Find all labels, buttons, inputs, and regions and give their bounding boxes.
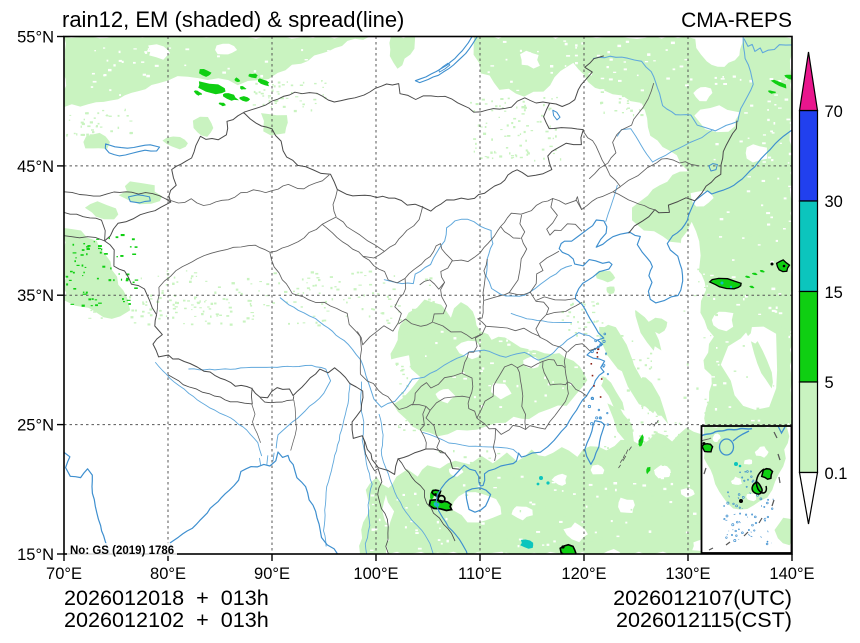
svg-text:15: 15 (825, 284, 843, 302)
svg-text:rain12, EM (shaded) & spread(l: rain12, EM (shaded) & spread(line) (62, 7, 404, 32)
svg-text:120°E: 120°E (561, 565, 606, 583)
svg-text:2026012018 + 013h: 2026012018 + 013h (64, 585, 269, 610)
svg-text:No: GS (2019) 1786: No: GS (2019) 1786 (70, 545, 174, 557)
svg-text:2026012102 + 013h: 2026012102 + 013h (64, 607, 269, 632)
svg-text:30: 30 (825, 193, 843, 211)
svg-text:80°E: 80°E (150, 565, 186, 583)
svg-text:100°E: 100°E (353, 565, 398, 583)
svg-text:130°E: 130°E (665, 565, 710, 583)
svg-text:2026012107(UTC): 2026012107(UTC) (613, 585, 792, 610)
svg-text:110°E: 110°E (458, 565, 502, 583)
svg-text:0.1: 0.1 (825, 465, 848, 483)
svg-text:2026012115(CST): 2026012115(CST) (616, 607, 792, 632)
svg-text:140°E: 140°E (769, 565, 814, 583)
svg-text:70°E: 70°E (46, 565, 82, 583)
svg-text:55°N: 55°N (17, 29, 54, 47)
svg-text:45°N: 45°N (17, 158, 54, 176)
svg-text:5: 5 (825, 374, 834, 392)
svg-text:70: 70 (825, 103, 843, 121)
svg-text:35°N: 35°N (17, 287, 54, 305)
svg-text:CMA-REPS: CMA-REPS (681, 9, 792, 32)
svg-text:25°N: 25°N (17, 417, 54, 435)
svg-text:90°E: 90°E (254, 565, 290, 583)
svg-text:15°N: 15°N (17, 546, 54, 564)
